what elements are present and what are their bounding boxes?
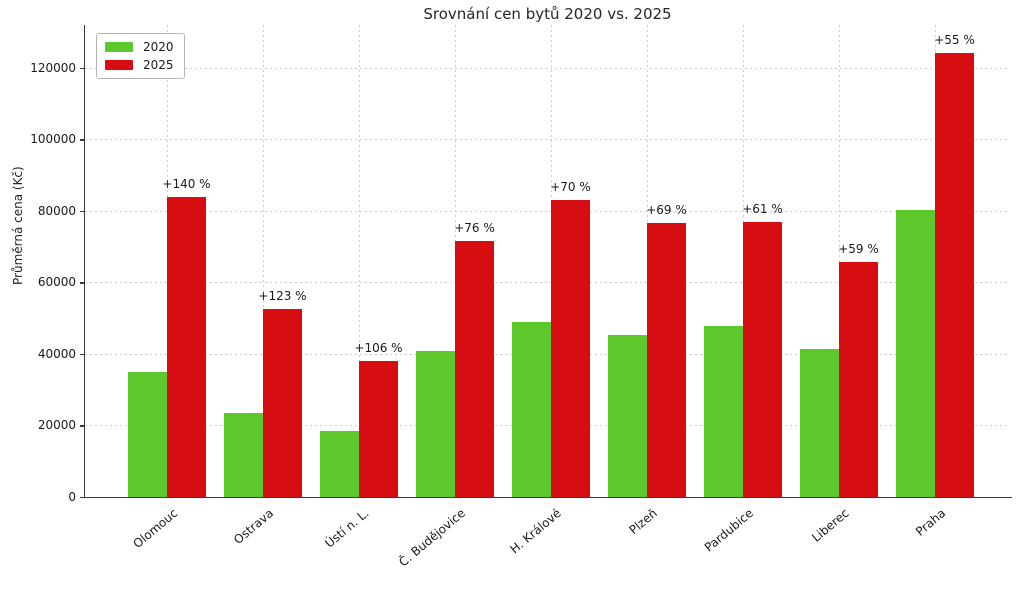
y-axis-spine: [84, 25, 86, 498]
bar-2025-olomouc: [167, 196, 206, 497]
bar-2020-pardubice: [704, 326, 743, 497]
x-tick-label-olomouc: Olomouc: [130, 506, 180, 552]
bar-2020-praha: [896, 210, 935, 497]
legend-swatch-2025: [105, 60, 133, 70]
pct-label-pardubice: +61 %: [742, 202, 783, 217]
bar-2025-h-kralove: [551, 199, 590, 497]
bar-2025-usti-n-l: [359, 361, 398, 497]
gridline-h-60000: [85, 282, 1010, 284]
y-tick-mark-80000: [80, 210, 84, 213]
gridline-h-120000: [85, 67, 1010, 69]
pct-label-ostrava: +123 %: [258, 288, 307, 303]
legend-item-2025: 2025: [105, 58, 174, 72]
x-tick-label-praha: Praha: [912, 506, 948, 539]
y-tick-label-0: 0: [68, 490, 76, 504]
y-tick-mark-120000: [80, 67, 84, 70]
y-tick-mark-40000: [80, 353, 84, 356]
plot-area: +140 % +123 % +106 % +76 % +70 % +69 % +61 % +5…: [85, 25, 1010, 497]
bar-2020-c-budejovice: [416, 351, 455, 497]
x-tick-label-pardubice: Pardubice: [701, 506, 756, 555]
gridline-v-liberec: [839, 25, 840, 497]
y-tick-label-60000: 60000: [37, 275, 76, 290]
pct-label-usti-n-l: +106 %: [354, 341, 403, 356]
x-tick-label-usti-n-l: Ústí n. L.: [322, 506, 372, 551]
y-tick-label-20000: 20000: [37, 418, 76, 433]
bar-2020-h-kralove: [512, 322, 551, 497]
bar-2025-ostrava: [263, 308, 302, 497]
pct-label-c-budejovice: +76 %: [454, 220, 495, 235]
pct-label-praha: +55 %: [934, 32, 975, 47]
x-tick-label-liberec: Liberec: [809, 506, 852, 545]
y-tick-mark-60000: [80, 282, 84, 284]
bar-2020-liberec: [800, 349, 839, 497]
bar-2025-plzen: [647, 222, 686, 497]
chart-title: Srovnání cen bytů 2020 vs. 2025: [423, 5, 672, 23]
legend: 2020 2025: [96, 33, 185, 79]
pct-label-olomouc: +140 %: [162, 176, 211, 191]
y-tick-label-100000: 100000: [30, 132, 76, 147]
bar-2025-pardubice: [743, 222, 782, 497]
x-axis-spine: [84, 497, 1012, 499]
legend-label-2025: 2025: [143, 58, 174, 72]
x-tick-label-ostrava: Ostrava: [230, 506, 276, 548]
bar-2020-olomouc: [128, 371, 167, 497]
pct-label-liberec: +59 %: [838, 242, 879, 257]
pct-label-h-kralove: +70 %: [550, 179, 591, 194]
pct-label-plzen: +69 %: [646, 202, 687, 217]
bar-2025-c-budejovice: [455, 240, 494, 497]
y-tick-mark-20000: [80, 425, 84, 427]
x-tick-label-plzen: Plzeň: [626, 506, 660, 538]
gridline-v-usti-n-l: [359, 25, 360, 497]
y-tick-label-40000: 40000: [37, 346, 76, 361]
gridline-h-100000: [85, 139, 1010, 141]
y-tick-label-120000: 120000: [30, 60, 76, 75]
bar-2025-praha: [935, 52, 974, 497]
y-tick-mark-100000: [80, 139, 84, 141]
legend-swatch-2020: [105, 42, 133, 52]
gridline-h-80000: [85, 210, 1010, 212]
legend-label-2020: 2020: [143, 40, 174, 54]
bar-2020-usti-n-l: [320, 431, 359, 497]
x-tick-label-h-kralove: H. Králové: [507, 506, 564, 557]
y-tick-label-80000: 80000: [37, 203, 76, 218]
legend-item-2020: 2020: [105, 40, 174, 54]
bar-2020-plzen: [608, 334, 647, 497]
y-tick-mark-0: [80, 497, 84, 499]
gridline-v-ostrava: [263, 25, 264, 497]
x-tick-label-c-budejovice: Č. Budějovice: [396, 506, 468, 570]
bar-2025-liberec: [839, 262, 878, 497]
bar-2020-ostrava: [224, 412, 263, 497]
